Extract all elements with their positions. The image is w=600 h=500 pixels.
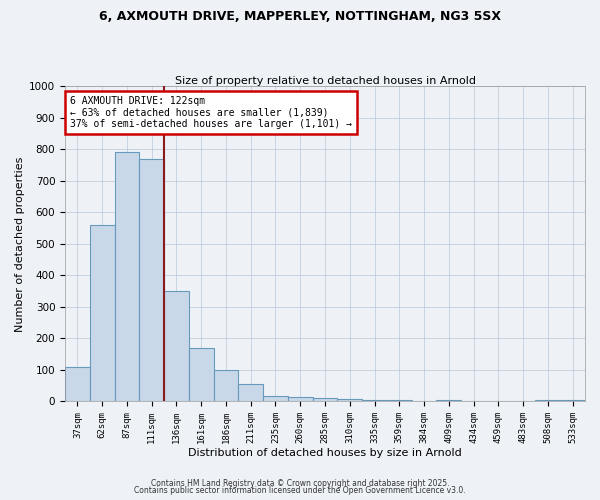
Bar	[362, 400, 387, 402]
Bar	[412, 400, 436, 402]
Bar	[560, 400, 585, 402]
Text: Contains HM Land Registry data © Crown copyright and database right 2025.: Contains HM Land Registry data © Crown c…	[151, 478, 449, 488]
Y-axis label: Number of detached properties: Number of detached properties	[15, 156, 25, 332]
Bar	[164, 291, 189, 402]
Bar	[90, 225, 115, 402]
Bar	[189, 348, 214, 402]
X-axis label: Distribution of detached houses by size in Arnold: Distribution of detached houses by size …	[188, 448, 462, 458]
Bar	[436, 400, 461, 402]
Text: Contains public sector information licensed under the Open Government Licence v3: Contains public sector information licen…	[134, 486, 466, 495]
Bar	[387, 400, 412, 402]
Bar	[313, 398, 337, 402]
Bar	[263, 396, 288, 402]
Bar	[65, 366, 90, 402]
Bar	[214, 370, 238, 402]
Title: Size of property relative to detached houses in Arnold: Size of property relative to detached ho…	[175, 76, 476, 86]
Bar	[288, 398, 313, 402]
Text: 6, AXMOUTH DRIVE, MAPPERLEY, NOTTINGHAM, NG3 5SX: 6, AXMOUTH DRIVE, MAPPERLEY, NOTTINGHAM,…	[99, 10, 501, 23]
Bar	[139, 158, 164, 402]
Bar	[535, 400, 560, 402]
Text: 6 AXMOUTH DRIVE: 122sqm
← 63% of detached houses are smaller (1,839)
37% of semi: 6 AXMOUTH DRIVE: 122sqm ← 63% of detache…	[70, 96, 352, 129]
Bar	[115, 152, 139, 402]
Bar	[238, 384, 263, 402]
Bar	[337, 399, 362, 402]
